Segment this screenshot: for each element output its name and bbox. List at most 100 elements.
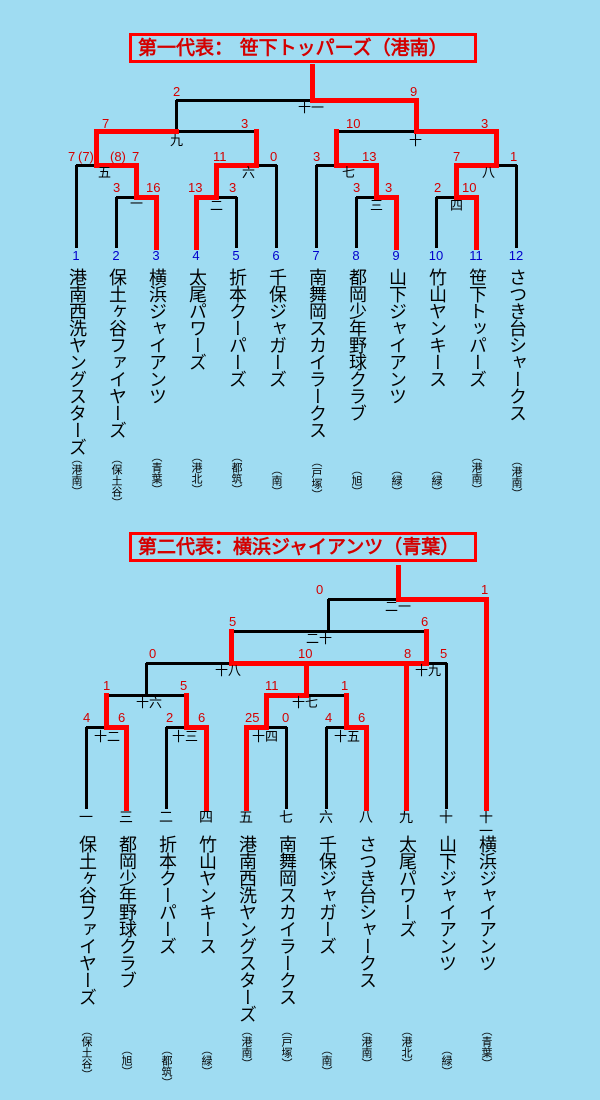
match-slot-number: 五 (239, 810, 253, 826)
match-number: 二十 (306, 632, 333, 647)
match-number: 三 (370, 199, 384, 214)
score-label: 5 (229, 614, 237, 629)
bracket2-title: 第二代表：横浜ジャイアンツ（青葉） (129, 532, 477, 562)
bracket-line (176, 99, 417, 102)
match-number: 六 (242, 166, 256, 181)
seed-number: 10 (428, 248, 444, 263)
score-label: 0 (316, 582, 324, 597)
bracket-line (325, 727, 328, 809)
seed-number: 9 (392, 248, 400, 263)
team-region: （緑） (390, 464, 403, 497)
winner-path-line (334, 129, 339, 168)
score-label: 10 (346, 116, 361, 131)
match-number: 十六 (136, 696, 163, 711)
score-label: 2 (434, 180, 442, 195)
match-number: 十二 (94, 730, 121, 745)
score-label: 4 (83, 710, 91, 725)
winner-path-line (310, 98, 419, 103)
winner-path-line (414, 98, 419, 134)
winner-path-line (304, 661, 309, 698)
bracket-line (85, 727, 88, 809)
match-number: 十九 (415, 664, 442, 679)
winner-path-line (94, 129, 179, 134)
team-region: （港南） (240, 1025, 253, 1069)
winner-path-line (334, 163, 379, 168)
team-region: （都筑） (230, 451, 243, 495)
winner-path-line (494, 129, 499, 168)
match-number: 五 (98, 166, 112, 181)
team-name: 横浜ジャイアンツ (146, 268, 167, 404)
team-name: 折本クーパーズ (156, 835, 177, 954)
bracket-line (285, 727, 288, 809)
team-name: 竹山ヤンキース (196, 835, 217, 954)
score-label: 7 (453, 149, 461, 164)
winner-path-line (264, 693, 269, 730)
score-label: 7 (102, 116, 110, 131)
winner-path-line (254, 129, 259, 168)
winner-path-line (104, 725, 129, 730)
score-label: (7) (78, 149, 94, 164)
seed-number: 8 (352, 248, 360, 263)
team-name: 南舞岡スカイラークス (276, 835, 297, 1005)
team-region: （緑） (430, 464, 443, 497)
match-slot-number: 三 (119, 810, 133, 826)
winner-path-line (124, 725, 129, 811)
match-number: 九 (170, 134, 184, 149)
winner-path-line (244, 725, 269, 730)
bracket-line (76, 164, 97, 167)
team-name: 港南西洗ヤングスターズ (66, 268, 87, 455)
winner-path-line (229, 629, 234, 666)
bracket-line (145, 663, 148, 696)
team-name: 竹山ヤンキース (426, 268, 447, 387)
winner-path-line (104, 693, 109, 730)
team-name: さつき台シャークス (506, 268, 527, 421)
match-number: 十八 (215, 664, 242, 679)
team-region: （青葉） (150, 451, 163, 495)
match-number: 十四 (252, 730, 279, 745)
match-slot-number: 九 (399, 810, 413, 826)
match-slot-number: 六 (319, 810, 333, 826)
match-number: 七 (342, 166, 356, 181)
team-name: 笹下トッパーズ (466, 268, 487, 387)
winner-path-line (424, 629, 429, 634)
bracket1-title: 第一代表： 笹下トッパーズ（港南） (129, 33, 477, 63)
score-label: 13 (362, 149, 377, 164)
winner-path-line (194, 195, 219, 200)
team-name: 横浜ジャイアンツ (476, 835, 497, 971)
team-name: 南舞岡スカイラークス (306, 268, 327, 438)
bracket-line (165, 727, 168, 809)
winner-path-line (264, 693, 309, 698)
team-region: （南） (270, 464, 283, 497)
team-name: 太尾パワーズ (186, 268, 207, 370)
bracket-line (175, 100, 178, 132)
winner-path-line (414, 129, 499, 134)
score-label: 5 (440, 646, 448, 661)
bracket-line (235, 197, 238, 248)
score-label: 6 (118, 710, 126, 725)
winner-path-line (154, 195, 159, 250)
score-label: 16 (146, 180, 161, 195)
bracket-line (435, 197, 438, 248)
team-name: 千保ジャガーズ (266, 268, 287, 387)
bracket-line (315, 165, 318, 248)
winner-path-line (374, 195, 399, 200)
winner-path-line (134, 195, 159, 200)
seed-number: 5 (232, 248, 240, 263)
team-region: （青葉） (480, 1025, 493, 1069)
seed-number: 11 (469, 248, 483, 263)
winner-path-line (194, 195, 199, 250)
team-region: （港北） (400, 1025, 413, 1069)
score-label: 1 (103, 678, 111, 693)
winner-path-line (204, 725, 209, 811)
score-label: 11 (213, 149, 227, 164)
winner-path-line (344, 725, 369, 730)
team-name: 山下ジャイアンツ (386, 268, 407, 404)
score-label: 1 (510, 149, 518, 164)
winner-path-line (134, 163, 139, 200)
match-number: 十一 (298, 101, 325, 116)
score-label: 0 (270, 149, 278, 164)
team-region: （港南） (470, 451, 483, 495)
winner-path-line (484, 597, 489, 811)
team-name: 千保ジャガーズ (316, 835, 337, 954)
winner-path-line (184, 693, 189, 730)
